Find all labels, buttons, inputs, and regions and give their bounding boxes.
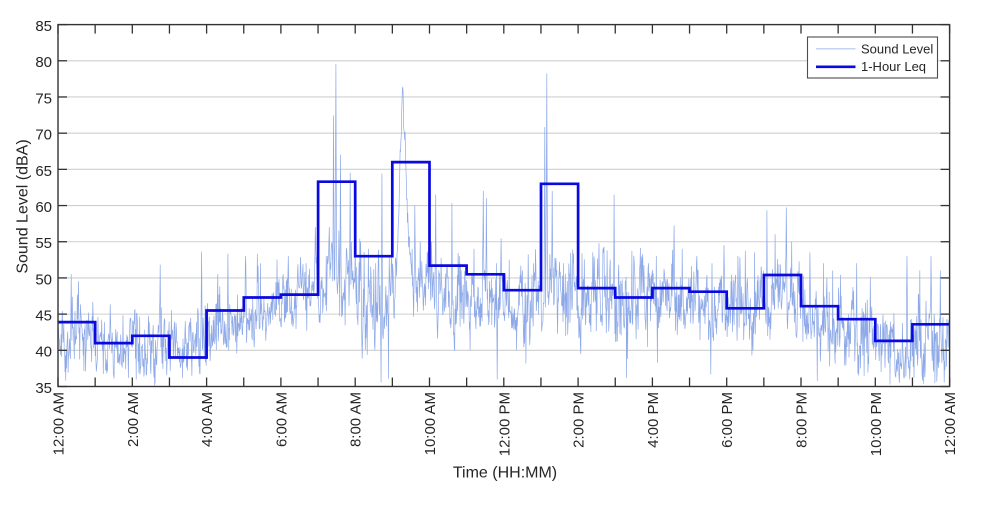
svg-text:6:00 PM: 6:00 PM <box>719 392 736 448</box>
svg-text:Sound Level (dBA): Sound Level (dBA) <box>15 139 32 273</box>
svg-text:4:00 PM: 4:00 PM <box>645 392 662 448</box>
svg-text:80: 80 <box>35 54 52 71</box>
svg-text:55: 55 <box>35 235 52 252</box>
svg-text:12:00 AM: 12:00 AM <box>51 392 68 455</box>
svg-text:10:00 AM: 10:00 AM <box>422 392 439 455</box>
svg-text:50: 50 <box>35 271 52 288</box>
svg-text:45: 45 <box>35 308 52 325</box>
svg-text:2:00 AM: 2:00 AM <box>125 392 142 447</box>
svg-text:85: 85 <box>35 18 52 35</box>
svg-text:12:00 PM: 12:00 PM <box>496 392 513 456</box>
svg-text:1-Hour Leq: 1-Hour Leq <box>861 59 926 74</box>
svg-text:75: 75 <box>35 90 52 107</box>
svg-text:60: 60 <box>35 199 52 216</box>
svg-text:Sound Level: Sound Level <box>861 41 933 56</box>
svg-text:12:00 AM: 12:00 AM <box>942 392 959 455</box>
svg-text:8:00 AM: 8:00 AM <box>348 392 365 447</box>
svg-text:40: 40 <box>35 344 52 361</box>
svg-text:65: 65 <box>35 163 52 180</box>
svg-text:8:00 PM: 8:00 PM <box>794 392 811 448</box>
svg-text:6:00 AM: 6:00 AM <box>273 392 290 447</box>
svg-text:10:00 PM: 10:00 PM <box>868 392 885 456</box>
svg-text:70: 70 <box>35 127 52 144</box>
svg-text:35: 35 <box>35 380 52 397</box>
svg-text:4:00 AM: 4:00 AM <box>199 392 216 447</box>
svg-text:2:00 PM: 2:00 PM <box>571 392 588 448</box>
svg-text:Time (HH:MM): Time (HH:MM) <box>453 464 557 481</box>
